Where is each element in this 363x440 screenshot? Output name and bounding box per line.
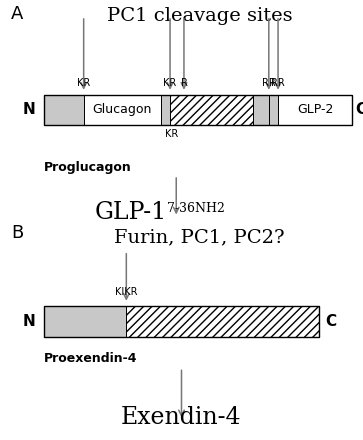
Bar — [83, 95, 161, 125]
Text: B: B — [11, 224, 23, 242]
Text: KR: KR — [165, 129, 178, 139]
Bar — [44, 95, 83, 125]
Text: A: A — [11, 4, 23, 22]
Text: C: C — [325, 314, 336, 329]
Text: KR: KR — [77, 78, 90, 88]
Bar — [161, 95, 170, 125]
Text: KIKR: KIKR — [115, 287, 138, 297]
Text: Proglucagon: Proglucagon — [44, 161, 131, 174]
Text: RR: RR — [271, 78, 285, 88]
Bar — [44, 306, 319, 337]
Text: Furin, PC1, PC2?: Furin, PC1, PC2? — [114, 229, 285, 247]
Text: R: R — [180, 78, 187, 88]
Text: Glucagon: Glucagon — [93, 103, 152, 116]
Bar — [269, 95, 278, 125]
Text: RR: RR — [262, 78, 276, 88]
Text: C: C — [356, 103, 363, 117]
Bar — [126, 306, 319, 337]
Text: 7-36NH2: 7-36NH2 — [167, 202, 225, 215]
Text: N: N — [23, 314, 36, 329]
Text: Exendin-4: Exendin-4 — [121, 406, 242, 429]
Text: KR: KR — [163, 78, 177, 88]
Text: N: N — [23, 103, 36, 117]
Bar — [253, 95, 269, 125]
Bar — [44, 306, 126, 337]
Text: Proexendin-4: Proexendin-4 — [44, 352, 137, 365]
Bar — [278, 95, 352, 125]
Text: GLP-1: GLP-1 — [95, 201, 167, 224]
Bar — [44, 95, 352, 125]
Bar — [170, 95, 253, 125]
Text: PC1 cleavage sites: PC1 cleavage sites — [107, 7, 293, 25]
Text: GLP-2: GLP-2 — [297, 103, 333, 116]
